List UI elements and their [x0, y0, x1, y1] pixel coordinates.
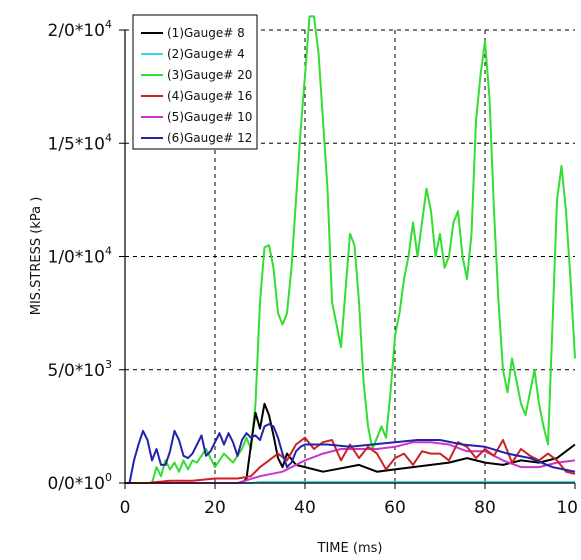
series-line-1 — [125, 402, 576, 484]
x-tick-label-0: 0 — [120, 498, 131, 518]
legend-box — [132, 14, 258, 150]
y-tick-label-4: 2/0*104 — [48, 18, 113, 41]
legend: (1)Gauge# 8 (2)Gauge# 4 (3)Gauge# 20 (4)Gau… — [132, 14, 258, 150]
legend-label-6: (6)Gauge# 12 — [167, 131, 252, 145]
series-line-3 — [125, 15, 576, 484]
x-tick-label-5: 10 — [556, 498, 578, 518]
y-tick-label-1: 5/0*103 — [48, 358, 113, 381]
y-tick-label-0: 0/0*100 — [48, 471, 113, 494]
x-axis-title: TIME (ms) — [317, 541, 383, 556]
y-axis-title: MIS.STRESS (kPa ) — [29, 197, 44, 316]
x-tick-label-3: 60 — [384, 498, 406, 518]
series-line-4 — [125, 436, 576, 484]
x-tick-labels: 0 20 40 60 80 10 — [120, 483, 578, 518]
legend-label-4: (4)Gauge# 16 — [167, 89, 252, 103]
y-tick-label-2: 1/0*104 — [48, 245, 113, 268]
x-tick-label-4: 80 — [474, 498, 496, 518]
legend-label-5: (5)Gauge# 10 — [167, 110, 252, 124]
y-tick-label-3: 1/5*104 — [48, 131, 113, 154]
x-tick-label-2: 40 — [294, 498, 316, 518]
legend-label-3: (3)Gauge# 20 — [167, 68, 252, 82]
series-line-6 — [125, 423, 576, 484]
y-tick-labels: 0/0*100 5/0*103 1/0*104 1/5*104 2/0*104 — [48, 18, 125, 494]
legend-label-2: (2)Gauge# 4 — [167, 47, 245, 61]
legend-label-1: (1)Gauge# 8 — [167, 26, 245, 40]
x-tick-label-1: 20 — [204, 498, 226, 518]
